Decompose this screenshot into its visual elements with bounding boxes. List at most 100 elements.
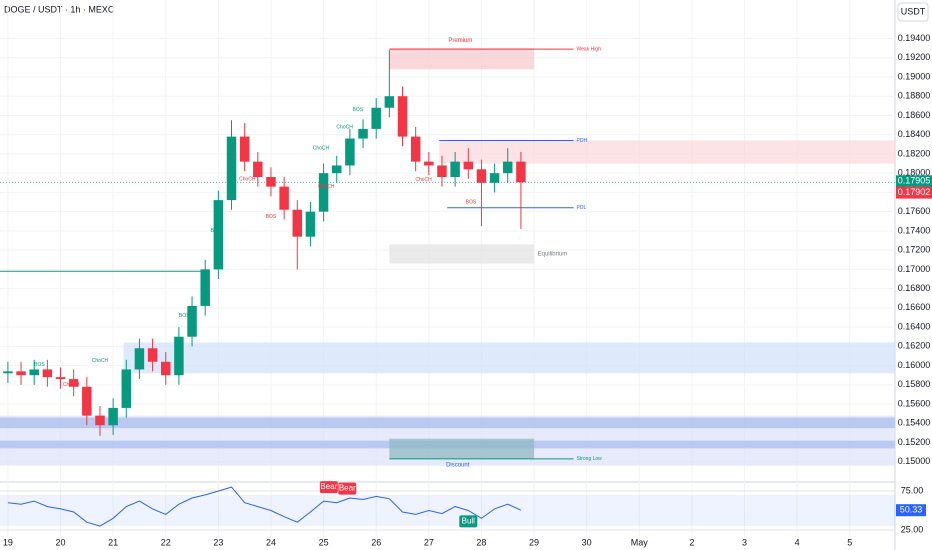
x-tick-label: 2: [689, 537, 694, 547]
candle-body: [68, 379, 79, 387]
x-tick-label: 5: [847, 537, 852, 547]
candle-body: [134, 348, 145, 370]
x-tick-label: 29: [529, 537, 539, 547]
candle-body: [358, 128, 368, 139]
annotation: ChoCH: [336, 124, 353, 130]
candle-body: [437, 165, 447, 178]
candle-body: [174, 336, 184, 376]
bid-price: 0.17902: [898, 187, 931, 197]
annotation: ChoCH: [318, 184, 335, 190]
chart-title: DOGE / USDT · 1h · MEXC: [4, 4, 115, 14]
y-tick-label: 0.17400: [898, 225, 931, 235]
zone: [389, 438, 535, 459]
annotation: ChoCH: [239, 176, 256, 182]
candle-body: [95, 415, 105, 426]
signal-badge: [319, 481, 338, 494]
annotation: ChoCH: [63, 382, 80, 388]
annotation: ChoCH: [92, 358, 109, 364]
candle-body: [147, 348, 158, 362]
x-tick-label: 28: [476, 537, 486, 547]
y-tick-label: 0.16800: [898, 283, 931, 293]
y-tick-label: 0.18200: [898, 148, 931, 158]
rsi-tick-label: 75.00: [901, 485, 924, 495]
y-tick-label: 0.18800: [898, 91, 931, 101]
candle-body: [108, 407, 118, 426]
x-tick-label: 25: [319, 537, 329, 547]
candle-body: [239, 136, 250, 162]
y-tick-label: 0.15200: [898, 437, 931, 447]
candle-body: [161, 361, 171, 376]
y-tick-label: 0.17600: [898, 206, 931, 216]
annotation: Equilibrium: [538, 252, 568, 258]
y-tick-label: 0.15400: [898, 418, 931, 428]
candle-body: [397, 96, 408, 137]
x-tick-label: 20: [56, 537, 66, 547]
annotation: Premium: [448, 38, 472, 44]
x-tick-label: 3: [742, 537, 747, 547]
currency: USDT: [901, 6, 926, 16]
annotation: BOS: [210, 228, 221, 234]
candle-body: [121, 369, 132, 408]
signal-label: Bull: [462, 516, 476, 525]
candle-body: [463, 161, 474, 170]
candle-body: [503, 161, 513, 174]
candle-body: [371, 107, 381, 129]
level-label: PDH: [577, 138, 588, 144]
y-tick-label: 0.15000: [898, 456, 931, 466]
candle-body: [82, 386, 92, 416]
annotation: ChoCH: [415, 177, 432, 183]
zone: [389, 244, 535, 264]
candle-body: [305, 211, 316, 237]
annotation: BOS: [179, 313, 190, 319]
currency-button[interactable]: [897, 2, 929, 22]
level-label: Weak High: [577, 46, 602, 52]
candle-body: [332, 165, 342, 174]
annotation: BOS: [34, 362, 45, 368]
y-tick-label: 0.18000: [898, 168, 931, 178]
candle-body: [489, 173, 500, 183]
candle-body: [3, 371, 13, 374]
candle-body: [29, 369, 39, 376]
candle-body: [318, 173, 329, 212]
y-tick-label: 0.19200: [898, 52, 931, 62]
y-tick-label: 0.16000: [898, 360, 931, 370]
annotation: BOS: [466, 199, 477, 205]
level-label: PDL: [577, 205, 587, 211]
x-tick-label: May: [631, 537, 649, 547]
y-tick-label: 0.15600: [898, 398, 931, 408]
candle-body: [253, 161, 263, 178]
y-tick-label: 0.15800: [898, 379, 931, 389]
x-tick-label: 26: [371, 537, 381, 547]
candle-body: [384, 96, 395, 108]
candle-body: [213, 200, 224, 270]
y-tick-label: 0.16600: [898, 302, 931, 312]
annotation: BOS: [266, 214, 277, 220]
candle-body: [279, 186, 289, 210]
x-tick-label: 24: [266, 537, 276, 547]
signal-label: Bear: [320, 482, 337, 491]
rsi-tick-label: 25.00: [901, 524, 924, 534]
candle-body: [42, 369, 53, 378]
zone: [123, 342, 896, 374]
x-tick-label: 19: [3, 537, 13, 547]
y-tick-label: 0.16400: [898, 321, 931, 331]
candle-body: [16, 371, 26, 376]
y-tick-label: 0.16200: [898, 341, 931, 351]
candle-body: [345, 138, 355, 166]
candle-body: [266, 177, 276, 187]
candle-body: [516, 161, 526, 183]
candle-body: [187, 305, 197, 337]
rsi-line: [7, 486, 522, 527]
y-tick-label: 0.18400: [898, 129, 931, 139]
x-tick-label: 22: [161, 537, 171, 547]
x-tick-label: 27: [424, 537, 434, 547]
zone: [389, 48, 535, 70]
rsi-last: 50.33: [900, 505, 923, 515]
x-tick-label: 4: [795, 537, 800, 547]
y-tick-label: 0.17000: [898, 264, 931, 274]
y-tick-label: 0.19400: [898, 33, 931, 43]
candle-body: [226, 136, 237, 201]
candle-body: [450, 161, 460, 178]
annotation: ChoCH: [313, 145, 330, 151]
y-tick-label: 0.18600: [898, 110, 931, 120]
